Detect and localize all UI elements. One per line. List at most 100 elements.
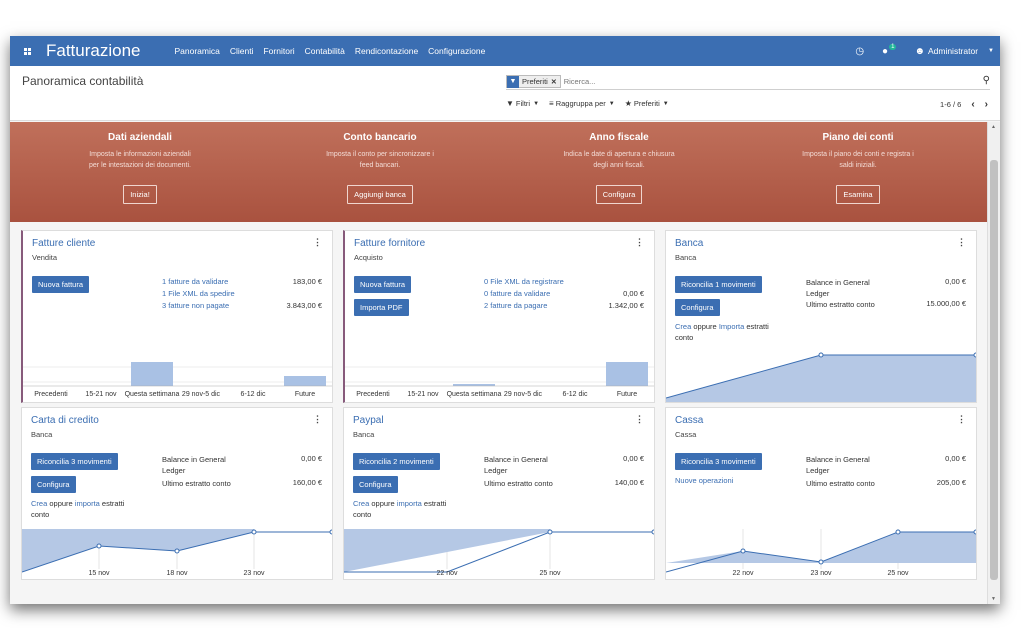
chat-icon[interactable]: ● 1 (882, 44, 897, 57)
reconcile-button[interactable]: Riconcilia 1 movimenti (675, 276, 762, 293)
last-statement-amount: 160,00 € (292, 478, 322, 487)
groupby-dropdown[interactable]: ≡ Raggruppa per ▼ (549, 99, 615, 108)
gl-label-line1: Balance in General (806, 278, 870, 287)
reconcile-button[interactable]: Riconcilia 2 movimenti (353, 453, 440, 470)
card-menu-icon[interactable]: ⋮ (957, 414, 966, 424)
menu-fornitori[interactable]: Fornitori (263, 46, 295, 56)
facet-close-icon[interactable]: ✕ (550, 78, 557, 86)
bar-future (284, 376, 326, 386)
card-title[interactable]: Fatture cliente (32, 238, 96, 249)
invoices-to-validate-link[interactable]: 1 fatture da validare (162, 277, 229, 286)
menu-panoramica[interactable]: Panoramica (174, 46, 220, 56)
card-menu-icon[interactable]: ⋮ (957, 237, 966, 247)
create-link[interactable]: Crea (31, 499, 48, 508)
journal-card-customer-invoices: Fatture cliente Vendita ⋮ Nuova fattura … (21, 230, 333, 403)
gl-balance-label: Balance in General Ledger (806, 277, 870, 299)
new-transactions-link[interactable]: Nuove operazioni (675, 476, 734, 485)
search-bar: ▼ Preferiti ✕ ⚲ (506, 74, 990, 90)
menu-clienti[interactable]: Clienti (229, 46, 254, 56)
x-tick: 23 nov (810, 570, 832, 577)
caret-down-icon: ▼ (533, 100, 540, 107)
configure-button[interactable]: Configura (353, 476, 398, 493)
scroll-down-icon[interactable]: ▼ (991, 596, 996, 602)
configure-button[interactable]: Configura (595, 185, 643, 204)
pager-next-icon[interactable]: › (984, 99, 988, 110)
card-menu-icon[interactable]: ⋮ (635, 237, 644, 247)
card-title[interactable]: Paypal (353, 415, 384, 426)
bills-to-pay-link[interactable]: 2 fatture da pagare (484, 301, 548, 310)
menu-configurazione[interactable]: Configurazione (428, 46, 486, 56)
text-tail: conto (31, 510, 50, 519)
add-bank-button[interactable]: Aggiungi banca (347, 185, 413, 204)
reconcile-button[interactable]: Riconcilia 3 movimenti (675, 453, 762, 470)
last-statement-amount: 140,00 € (614, 478, 644, 487)
card-title[interactable]: Cassa (675, 415, 704, 426)
card-menu-icon[interactable]: ⋮ (313, 237, 322, 247)
aging-bar-chart: Precedenti 15-21 nov Questa settimana 29… (345, 362, 654, 398)
xml-to-register-link[interactable]: 0 File XML da registrare (484, 277, 564, 286)
app-brand[interactable]: Fatturazione (46, 41, 141, 60)
caret-down-icon: ▼ (662, 100, 669, 107)
pager-previous-icon[interactable]: ‹ (971, 99, 975, 110)
import-link[interactable]: importa (74, 499, 100, 508)
new-bill-button[interactable]: Nuova fattura (354, 276, 412, 293)
journal-card-credit-card: Carta di credito Banca ⋮ Riconcilia 3 mo… (21, 407, 333, 580)
configure-button[interactable]: Configura (31, 476, 76, 493)
x-tick: Questa settimana (125, 391, 180, 398)
filters-dropdown[interactable]: ▼ Filtri ▼ (506, 99, 539, 108)
favorites-dropdown[interactable]: ★ Preferiti ▼ (625, 99, 669, 108)
x-tick: 15-21 nov (407, 391, 439, 398)
search-facet-favorites[interactable]: ▼ Preferiti ✕ (506, 75, 561, 88)
text-tail: estratti (101, 499, 125, 508)
new-invoice-button[interactable]: Nuova fattura (32, 276, 90, 293)
create-link[interactable]: Crea (353, 499, 370, 508)
last-statement-amount: 15.000,00 € (926, 299, 966, 308)
text-tail: estratti (746, 322, 769, 331)
create-link[interactable]: Crea (675, 322, 692, 331)
xml-to-send-link[interactable]: 1 File XML da spedire (162, 289, 235, 298)
menu-rendicontazione[interactable]: Rendicontazione (354, 46, 419, 56)
card-menu-icon[interactable]: ⋮ (313, 414, 322, 424)
review-button[interactable]: Esamina (836, 185, 880, 204)
scroll-up-icon[interactable]: ▲ (991, 124, 996, 130)
bar-future (606, 362, 648, 386)
card-title[interactable]: Banca (675, 238, 704, 249)
import-link[interactable]: importa (396, 499, 422, 508)
search-icon[interactable]: ⚲ (982, 75, 990, 86)
unpaid-invoices-link[interactable]: 3 fatture non pagate (162, 301, 230, 310)
step-desc: feed bancari. (359, 162, 401, 169)
step-desc: Indica le date di apertura e chiusura (563, 151, 675, 158)
amount-to-validate: 0,00 € (623, 289, 644, 298)
search-input[interactable] (563, 77, 944, 86)
x-tick: Questa settimana (447, 391, 502, 398)
step-company-data: Dati aziendali Imposta le informazioni a… (40, 132, 240, 204)
menu-contabilita[interactable]: Contabilità (304, 46, 345, 56)
card-menu-icon[interactable]: ⋮ (635, 414, 644, 424)
card-title[interactable]: Carta di credito (31, 415, 99, 426)
app-window: Fatturazione Panoramica Clienti Fornitor… (10, 36, 1000, 604)
configure-button[interactable]: Configura (675, 299, 720, 316)
activity-clock-icon[interactable]: ◷ (855, 45, 865, 57)
groupby-label: Raggruppa per (555, 99, 606, 108)
step-title: Conto bancario (343, 132, 417, 143)
import-pdf-button[interactable]: Importa PDF (354, 299, 409, 316)
text-or: oppure (371, 499, 395, 508)
pager: 1-6 / 6 ‹ › (940, 99, 988, 110)
card-title[interactable]: Fatture fornitore (354, 238, 426, 249)
data-point (251, 529, 257, 535)
apps-menu-icon[interactable] (14, 36, 40, 66)
start-button[interactable]: Inizia! (123, 185, 157, 204)
data-point (174, 548, 180, 554)
control-panel: Panoramica contabilità ▼ Preferiti ✕ ⚲ ▼… (10, 66, 1000, 121)
reconcile-button[interactable]: Riconcilia 3 movimenti (31, 453, 118, 470)
pager-value[interactable]: 1-6 / 6 (940, 100, 962, 109)
x-tick: 25 nov (539, 570, 561, 577)
bills-to-validate-link[interactable]: 0 fatture da validare (484, 289, 551, 298)
x-tick: 29 nov-5 dic (182, 391, 221, 398)
user-menu[interactable]: ☻ Administrator ▼ (914, 46, 994, 57)
text-or: oppure (49, 499, 73, 508)
import-link[interactable]: Importa (718, 322, 745, 331)
scrollbar[interactable]: ▲ ▼ (987, 122, 1000, 604)
step-desc: Imposta il piano dei conti e registra i (802, 151, 914, 158)
scroll-thumb[interactable] (990, 160, 998, 580)
